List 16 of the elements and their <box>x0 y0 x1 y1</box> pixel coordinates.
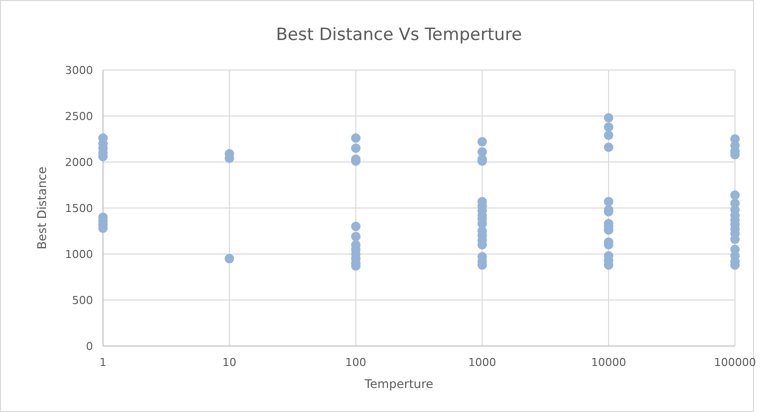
y-tick-label: 3000 <box>65 64 93 77</box>
x-tick-label: 1 <box>100 356 106 369</box>
chart-title: Best Distance Vs Temperture <box>276 25 522 45</box>
y-tick-label: 2000 <box>65 156 93 169</box>
x-tick-label: 10 <box>222 356 236 369</box>
x-axis-title: Temperture <box>364 377 434 391</box>
x-tick-label: 1000 <box>468 356 496 369</box>
x-tick-label: 10000 <box>591 356 626 369</box>
y-tick-label: 0 <box>86 340 93 353</box>
y-tick-label: 1500 <box>65 202 93 215</box>
x-tick-label: 100 <box>345 356 366 369</box>
y-tick-label: 1000 <box>65 248 93 261</box>
y-axis-title: Best Distance <box>35 166 49 250</box>
x-tick-label: 100000 <box>714 356 756 369</box>
y-tick-label: 500 <box>72 294 93 307</box>
y-tick-label: 2500 <box>65 110 93 123</box>
